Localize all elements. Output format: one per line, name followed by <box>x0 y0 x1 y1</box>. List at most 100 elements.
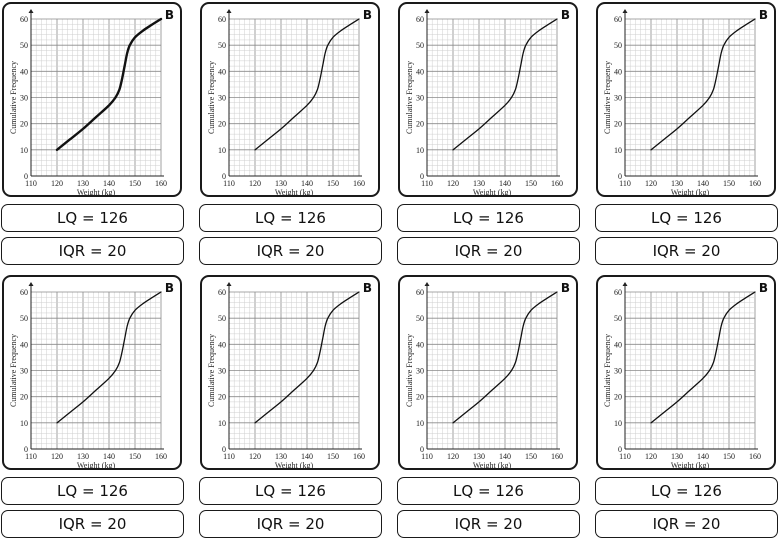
grid <box>228 18 360 177</box>
lq-answer-box: LQ = 126 <box>397 204 580 232</box>
y-axis-arrowhead <box>424 282 430 286</box>
x-tick-label: 110 <box>223 179 235 188</box>
lq-answer-box: LQ = 126 <box>199 477 382 505</box>
y-tick-label: 0 <box>222 172 226 181</box>
lq-answer-box: LQ = 126 <box>1 477 184 505</box>
cumulative-frequency-chart: 110 120 130 140 150 160 0 10 20 30 40 50 60 Weight (k… <box>207 281 372 468</box>
y-tick-label: 20 <box>416 393 424 402</box>
lq-answer-box: LQ = 126 <box>1 204 184 232</box>
grid <box>228 291 360 450</box>
x-tick-label: 150 <box>327 179 339 188</box>
card-letter: B <box>165 8 174 22</box>
card-letter: B <box>561 8 570 22</box>
x-tick-label: 110 <box>421 452 433 461</box>
x-tick-label: 110 <box>619 452 631 461</box>
y-axis-label: Cumulative Frequency <box>207 334 216 407</box>
y-tick-label: 40 <box>20 67 28 76</box>
lq-answer-box: LQ = 126 <box>199 204 382 232</box>
lq-answer-box: LQ = 126 <box>595 204 778 232</box>
x-tick-label: 150 <box>129 179 141 188</box>
y-axis-arrowhead <box>28 282 34 286</box>
y-tick-label: 0 <box>618 172 622 181</box>
y-axis-label: Cumulative Frequency <box>9 61 18 134</box>
iqr-answer-box: IQR = 20 <box>1 510 184 538</box>
cumulative-frequency-card: 110 120 130 140 150 160 0 10 20 30 40 50 60 Weight (k… <box>200 275 380 470</box>
y-tick-label: 60 <box>614 288 622 297</box>
grid <box>624 291 756 450</box>
y-tick-label: 10 <box>20 146 28 155</box>
y-axis-label: Cumulative Frequency <box>405 61 414 134</box>
y-tick-label: 30 <box>218 94 226 103</box>
cumulative-frequency-curve <box>452 291 558 424</box>
y-tick-label: 30 <box>416 94 424 103</box>
x-tick-label: 130 <box>77 452 89 461</box>
cumulative-frequency-curve <box>56 291 162 424</box>
y-tick-label: 40 <box>416 67 424 76</box>
cumulative-frequency-curve <box>55 17 163 152</box>
x-tick-label: 130 <box>77 179 89 188</box>
y-axis-label: Cumulative Frequency <box>405 334 414 407</box>
y-tick-label: 60 <box>218 288 226 297</box>
y-tick-label: 10 <box>218 146 226 155</box>
iqr-answer-box: IQR = 20 <box>595 510 778 538</box>
y-tick-label: 30 <box>20 367 28 376</box>
x-tick-label: 110 <box>25 452 37 461</box>
x-axis-label: Weight (kg) <box>473 188 512 197</box>
x-axis-label: Weight (kg) <box>77 461 116 470</box>
y-tick-label: 10 <box>20 419 28 428</box>
y-tick-label: 0 <box>222 445 226 454</box>
iqr-answer-box: IQR = 20 <box>199 510 382 538</box>
x-tick-label: 140 <box>499 179 511 188</box>
x-tick-label: 140 <box>103 179 115 188</box>
y-tick-label: 0 <box>420 172 424 181</box>
x-tick-label: 160 <box>749 179 761 188</box>
cumulative-frequency-card: 110 120 130 140 150 160 0 10 20 30 40 50 60 Weight (k… <box>200 2 380 197</box>
cumulative-frequency-chart: 110 120 130 140 150 160 0 10 20 30 40 50 60 Weight (k… <box>9 281 174 470</box>
x-axis-label: Weight (kg) <box>671 188 710 197</box>
grid <box>426 18 558 177</box>
y-tick-label: 10 <box>416 146 424 155</box>
y-tick-label: 40 <box>218 340 226 349</box>
card-letter: B <box>759 281 768 295</box>
x-tick-label: 160 <box>155 179 167 188</box>
card-letter: B <box>165 281 174 295</box>
x-tick-label: 140 <box>301 452 313 461</box>
y-tick-label: 50 <box>218 41 226 50</box>
x-tick-label: 110 <box>25 179 37 188</box>
x-tick-label: 140 <box>301 179 313 188</box>
x-tick-label: 120 <box>645 452 657 461</box>
y-tick-label: 20 <box>614 393 622 402</box>
y-tick-label: 0 <box>420 445 424 454</box>
y-tick-label: 60 <box>20 288 28 297</box>
y-tick-label: 20 <box>20 120 28 129</box>
y-tick-label: 30 <box>614 367 622 376</box>
y-tick-label: 0 <box>618 445 622 454</box>
y-tick-label: 60 <box>416 288 424 297</box>
y-tick-label: 10 <box>218 419 226 428</box>
cumulative-frequency-chart: 110 120 130 140 150 160 0 10 20 30 40 50 60 Weight (k… <box>603 8 768 197</box>
y-axis-arrowhead <box>424 9 430 13</box>
y-tick-label: 50 <box>614 314 622 323</box>
x-tick-label: 140 <box>103 452 115 461</box>
x-tick-label: 140 <box>697 179 709 188</box>
x-tick-label: 150 <box>723 452 735 461</box>
x-axis-label: Weight (kg) <box>77 188 116 197</box>
x-tick-label: 160 <box>155 452 167 461</box>
x-tick-label: 120 <box>645 179 657 188</box>
y-tick-label: 40 <box>614 340 622 349</box>
x-axis-label: Weight (kg) <box>275 188 314 197</box>
y-axis-label: Cumulative Frequency <box>603 61 612 134</box>
y-tick-label: 0 <box>24 172 28 181</box>
y-tick-label: 20 <box>218 120 226 129</box>
cumulative-frequency-chart: 110 120 130 140 150 160 0 10 20 30 40 50 60 Weight (k… <box>207 8 372 197</box>
y-tick-label: 20 <box>218 393 226 402</box>
grid <box>426 291 558 450</box>
y-tick-label: 0 <box>24 445 28 454</box>
x-tick-label: 120 <box>51 452 63 461</box>
card-letter: B <box>363 8 372 22</box>
grid <box>30 18 162 177</box>
card-letter: B <box>561 281 570 295</box>
x-tick-label: 120 <box>447 179 459 188</box>
x-tick-label: 130 <box>671 452 683 461</box>
cumulative-frequency-card: 110 120 130 140 150 160 0 10 20 30 40 50 60 Weight (k… <box>2 2 182 197</box>
